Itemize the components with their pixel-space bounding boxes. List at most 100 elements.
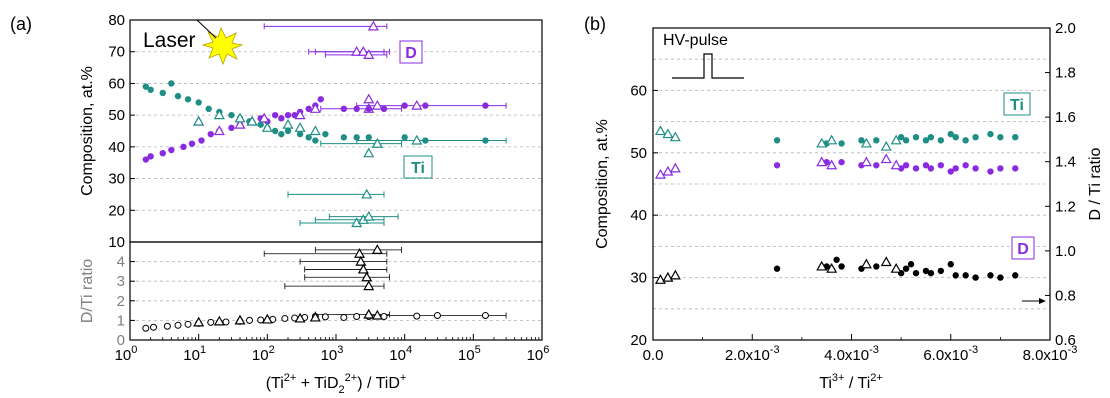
- point-Ti: [880, 140, 892, 151]
- point-Ti: [422, 137, 429, 144]
- point-D: [380, 105, 388, 113]
- point-D-/-Ti-ratio: [873, 263, 880, 270]
- point-Ti: [365, 134, 372, 141]
- y-tick-label: 30: [630, 270, 647, 287]
- point-D: [367, 20, 379, 31]
- point-D: [340, 105, 348, 113]
- point-Ti: [353, 134, 360, 141]
- point-D: [357, 45, 369, 56]
- x-tick-label: 6.0x10-3: [923, 344, 978, 364]
- y-tick-label: 60: [630, 82, 647, 99]
- point-D: [937, 162, 945, 169]
- point-Ti: [654, 125, 666, 136]
- point-Ti: [195, 99, 202, 106]
- point-D: [278, 115, 285, 122]
- point-Ti: [228, 111, 235, 119]
- point-D: [258, 112, 270, 123]
- y-tick-label: 30: [108, 171, 125, 188]
- point-D-/-Ti-ratio: [826, 262, 838, 273]
- point-D: [142, 156, 150, 163]
- point-Ti: [305, 134, 312, 141]
- point-D: [180, 143, 187, 151]
- y-tick-label: 4: [117, 254, 125, 271]
- panel-b-ti-label: Ti: [1010, 97, 1024, 114]
- point-D: [365, 105, 372, 113]
- point-D: [198, 137, 205, 144]
- point-Ti: [159, 89, 166, 97]
- point-Ti: [168, 80, 175, 87]
- point-Ti: [1012, 134, 1019, 141]
- point-Ti: [363, 210, 375, 221]
- point-ratio: [294, 312, 306, 323]
- point-D-/-Ti-ratio: [952, 272, 959, 279]
- point-D-/-Ti-ratio: [833, 256, 840, 263]
- point-D: [912, 165, 920, 172]
- point-ratio: [321, 313, 329, 321]
- point-Ti: [294, 122, 306, 132]
- point-D-/-Ti-ratio: [912, 269, 920, 277]
- point-D: [997, 165, 1004, 172]
- point-Ti: [193, 115, 205, 126]
- panel-b-ylabel: Composition, at.%: [594, 119, 611, 249]
- point-D-/-Ti-ratio: [654, 274, 666, 284]
- point-D: [213, 125, 225, 136]
- point-Ti: [816, 137, 828, 148]
- point-Ti: [234, 112, 246, 123]
- panel-b-d-label: D: [1017, 241, 1029, 258]
- point-ratio: [246, 316, 254, 324]
- point-Ti: [361, 188, 373, 199]
- point-Ti: [927, 134, 935, 141]
- point-ratio: [481, 312, 489, 319]
- x-tick-label: 106: [527, 344, 550, 364]
- point-ratio: [371, 244, 383, 254]
- point-ratio: [363, 308, 375, 319]
- point-ratio: [355, 255, 367, 266]
- point-Ti: [322, 130, 329, 138]
- point-Ti: [411, 134, 423, 145]
- point-D: [902, 162, 910, 169]
- point-D: [662, 165, 674, 176]
- panel-b-y2label: D / Ti ratio: [1087, 147, 1104, 220]
- point-D-/-Ti-ratio: [838, 263, 845, 270]
- y-tick-label: 60: [108, 75, 125, 92]
- point-D: [309, 103, 321, 113]
- right-axis-arrow-head: [1039, 298, 1046, 304]
- point-ratio: [257, 316, 265, 324]
- point-Ti: [987, 130, 994, 138]
- point-Ti: [142, 83, 150, 90]
- point-ratio: [413, 312, 421, 320]
- y-tick-label: 20: [108, 202, 125, 219]
- point-ratio: [193, 316, 205, 327]
- point-D: [188, 140, 196, 147]
- point-Ti: [902, 137, 910, 144]
- panel-b-d-box: [1011, 236, 1035, 260]
- point-D-/-Ti-ratio: [937, 267, 945, 275]
- point-Ti: [952, 134, 959, 141]
- point-D: [952, 165, 959, 172]
- point-D-/-Ti-ratio: [662, 271, 674, 282]
- point-D: [371, 99, 383, 110]
- point-D: [927, 165, 935, 172]
- point-ratio: [174, 321, 182, 329]
- point-ratio: [340, 313, 348, 321]
- point-D: [962, 162, 969, 169]
- point-Ti: [482, 137, 489, 144]
- point-D: [987, 168, 994, 175]
- point-ratio: [150, 323, 158, 331]
- y2-tick-label: 1.6: [1055, 109, 1076, 126]
- point-D: [317, 96, 324, 103]
- point-D-/-Ti-ratio: [860, 258, 872, 269]
- point-Ti: [972, 134, 979, 141]
- point-ratio: [261, 313, 273, 324]
- y-tick-label: 1: [117, 312, 125, 329]
- point-D: [305, 105, 312, 113]
- panel-a-bottom-frame: [129, 241, 543, 341]
- y-tick-label: 50: [630, 145, 647, 162]
- point-Ti: [937, 137, 945, 144]
- y2-tick-label: 0.8: [1055, 287, 1076, 304]
- point-ratio: [361, 271, 373, 282]
- y2-tick-label: 1.0: [1055, 243, 1076, 260]
- panel-a-xlabel: (Ti2+ + TiD22+) / TiD+: [266, 372, 407, 396]
- y-tick-label: 20: [630, 332, 647, 349]
- point-Ti: [922, 137, 930, 144]
